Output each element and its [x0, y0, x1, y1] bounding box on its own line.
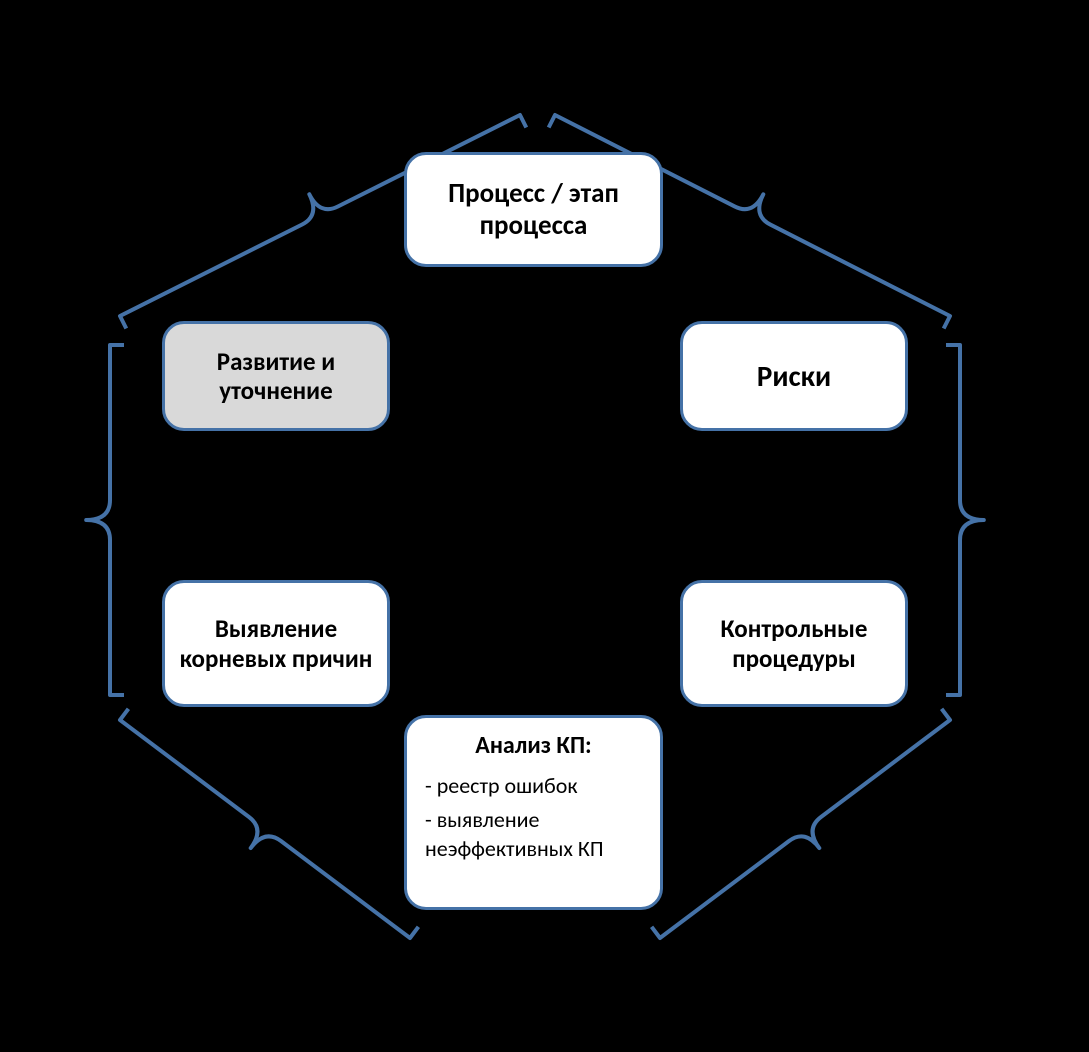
- node-control-procedures-label: Контрольные процедуры: [695, 614, 893, 673]
- node-kp-analysis-item-2: - выявление неэффективных КП: [425, 806, 642, 862]
- node-development-refinement-label: Развитие и уточнение: [177, 347, 375, 406]
- node-kp-analysis: Анализ КП: - реестр ошибок - выявление н…: [404, 715, 663, 910]
- node-root-cause: Выявление корневых причин: [162, 580, 390, 707]
- node-kp-analysis-heading: Анализ КП:: [475, 732, 591, 760]
- bracket-bottom-left: [120, 709, 418, 938]
- node-control-procedures: Контрольные процедуры: [680, 580, 908, 707]
- node-process-stage-label: Процесс / этап процесса: [419, 178, 648, 242]
- node-process-stage: Процесс / этап процесса: [404, 152, 663, 267]
- bracket-right: [946, 345, 984, 695]
- diagram-canvas: Процесс / этап процесса Риски Контрольны…: [0, 0, 1089, 1052]
- node-root-cause-label: Выявление корневых причин: [177, 614, 375, 673]
- node-kp-analysis-item-1: - реестр ошибок: [425, 772, 578, 800]
- node-development-refinement: Развитие и уточнение: [162, 321, 390, 431]
- bracket-left: [86, 345, 124, 695]
- node-risks: Риски: [680, 321, 908, 431]
- bracket-bottom-right: [652, 709, 950, 938]
- node-risks-label: Риски: [757, 359, 831, 393]
